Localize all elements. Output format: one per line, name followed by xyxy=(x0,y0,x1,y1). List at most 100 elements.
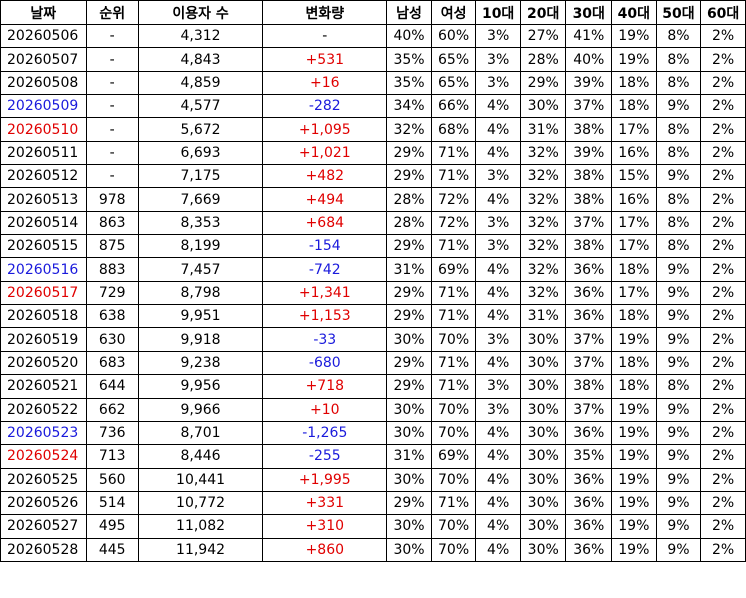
cell-age-50s: 9% xyxy=(655,94,702,119)
cell-age-60s: 2% xyxy=(700,304,746,329)
cell-male: 29% xyxy=(386,350,432,376)
cell-date: 20260516 xyxy=(0,257,87,282)
cell-change: +1,021 xyxy=(262,140,388,166)
header-rank[interactable]: 순위 xyxy=(85,0,139,25)
cell-age-10s: 4% xyxy=(475,257,521,282)
cell-age-30s: 36% xyxy=(565,467,613,492)
cell-age-40s: 17% xyxy=(611,117,657,142)
cell-users: 6,693 xyxy=(137,140,264,166)
table-row: 20260512-7,175 +482 29% 71% 3% 32% 38% 15% 9% 2% xyxy=(0,164,746,189)
cell-age-10s: 3% xyxy=(475,374,521,399)
header-age-20s[interactable]: 20대 xyxy=(519,0,567,25)
cell-age-50s: 8% xyxy=(655,374,702,399)
cell-date: 20260515 xyxy=(0,234,87,259)
cell-age-60s: 2% xyxy=(700,444,746,469)
cell-users: 4,577 xyxy=(137,94,264,119)
table-row: 20260515 875 8,199 -154 29% 71% 3% 32% 38% 17% 8% 2… xyxy=(0,234,746,259)
cell-age-40s: 18% xyxy=(611,374,657,399)
cell-date: 20260511 xyxy=(0,140,87,166)
header-users[interactable]: 이용자 수 xyxy=(137,0,264,25)
cell-date: 20260507 xyxy=(0,47,87,72)
cell-users: 9,956 xyxy=(137,374,264,399)
cell-age-60s: 2% xyxy=(700,140,746,166)
header-change[interactable]: 변화량 xyxy=(262,0,388,25)
cell-date: 20260522 xyxy=(0,397,87,422)
cell-age-10s: 4% xyxy=(475,490,521,516)
cell-age-50s: 9% xyxy=(655,280,702,306)
cell-date: 20260525 xyxy=(0,467,87,492)
cell-date: 20260517 xyxy=(0,280,87,306)
cell-age-30s: 38% xyxy=(565,117,613,142)
cell-female: 71% xyxy=(430,350,477,376)
cell-age-60s: 2% xyxy=(700,164,746,189)
cell-age-50s: 9% xyxy=(655,164,702,189)
cell-users: 5,672 xyxy=(137,117,264,142)
cell-change: +860 xyxy=(262,537,388,562)
header-age-40s[interactable]: 40대 xyxy=(611,0,657,25)
cell-age-40s: 17% xyxy=(611,280,657,306)
cell-age-20s: 30% xyxy=(519,490,567,516)
cell-age-20s: 30% xyxy=(519,444,567,469)
header-male[interactable]: 남성 xyxy=(386,0,432,25)
cell-change: +1,095 xyxy=(262,117,388,142)
cell-age-50s: 8% xyxy=(655,140,702,166)
cell-rank: 560 xyxy=(85,467,139,492)
table-row: 20260513 978 7,669 +494 28% 72% 4% 32% 38% 16% 8% 2… xyxy=(0,187,746,212)
header-date[interactable]: 날짜 xyxy=(0,0,87,25)
cell-date: 20260514 xyxy=(0,210,87,236)
cell-female: 70% xyxy=(430,537,477,562)
cell-rank: 644 xyxy=(85,374,139,399)
header-age-50s[interactable]: 50대 xyxy=(655,0,702,25)
header-age-10s[interactable]: 10대 xyxy=(475,0,521,25)
cell-age-40s: 19% xyxy=(611,397,657,422)
cell-rank: - xyxy=(85,117,139,142)
cell-male: 30% xyxy=(386,397,432,422)
table-row: 20260507-4,843 +531 35% 65% 3% 28% 40% 19% 8% 2% xyxy=(0,47,746,72)
cell-age-20s: 30% xyxy=(519,374,567,399)
cell-age-30s: 36% xyxy=(565,280,613,306)
cell-change: +1,341 xyxy=(262,280,388,306)
cell-age-40s: 19% xyxy=(611,514,657,539)
table-row: 20260527 495 11,082 +310 30% 70% 4% 30% 36% 19% 9%… xyxy=(0,514,746,539)
cell-male: 34% xyxy=(386,94,432,119)
cell-rank: 875 xyxy=(85,234,139,259)
cell-age-20s: 32% xyxy=(519,210,567,236)
cell-rank: 863 xyxy=(85,210,139,236)
cell-age-50s: 9% xyxy=(655,537,702,562)
cell-male: 28% xyxy=(386,187,432,212)
cell-age-50s: 9% xyxy=(655,257,702,282)
cell-rank: - xyxy=(85,94,139,119)
cell-rank: 445 xyxy=(85,537,139,562)
cell-age-60s: 2% xyxy=(700,350,746,376)
header-age-60s[interactable]: 60대 xyxy=(700,0,746,25)
cell-male: 31% xyxy=(386,257,432,282)
cell-date: 20260527 xyxy=(0,514,87,539)
cell-age-20s: 31% xyxy=(519,117,567,142)
cell-age-20s: 28% xyxy=(519,47,567,72)
cell-age-50s: 9% xyxy=(655,444,702,469)
header-age-30s[interactable]: 30대 xyxy=(565,0,613,25)
cell-age-30s: 37% xyxy=(565,397,613,422)
cell-rank: 883 xyxy=(85,257,139,282)
cell-date: 20260526 xyxy=(0,490,87,516)
cell-male: 29% xyxy=(386,164,432,189)
table-row: 20260519 630 9,918 -33 30% 70% 3% 30% 37% 19% 9% 2% xyxy=(0,327,746,352)
cell-age-60s: 2% xyxy=(700,234,746,259)
cell-age-20s: 30% xyxy=(519,420,567,446)
cell-age-60s: 2% xyxy=(700,117,746,142)
cell-change: +1,153 xyxy=(262,304,388,329)
cell-age-30s: 36% xyxy=(565,514,613,539)
header-female[interactable]: 여성 xyxy=(430,0,477,25)
cell-male: 30% xyxy=(386,537,432,562)
cell-age-60s: 2% xyxy=(700,47,746,72)
table-row: 20260520 683 9,238 -680 29% 71% 4% 30% 37% 18% 9% 2… xyxy=(0,350,746,376)
cell-female: 72% xyxy=(430,210,477,236)
cell-age-60s: 2% xyxy=(700,490,746,516)
cell-age-40s: 17% xyxy=(611,234,657,259)
cell-age-30s: 38% xyxy=(565,164,613,189)
table-row: 20260528 445 11,942 +860 30% 70% 4% 30% 36% 19% 9%… xyxy=(0,537,746,562)
cell-age-50s: 8% xyxy=(655,47,702,72)
cell-age-10s: 4% xyxy=(475,350,521,376)
cell-age-60s: 2% xyxy=(700,94,746,119)
cell-date: 20260510 xyxy=(0,117,87,142)
